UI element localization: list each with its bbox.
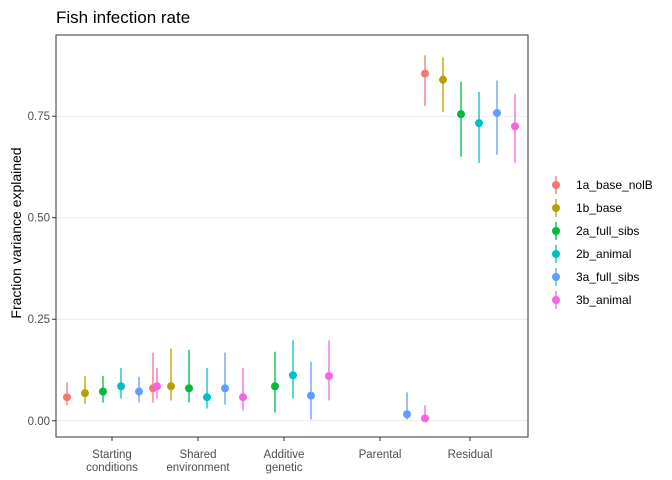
series-layer [63,55,519,423]
x-tick-label-line: conditions [86,462,138,474]
x-tick-label: Starting conditions [86,449,138,474]
data-point [135,387,143,396]
legend-label: 3b_animal [576,293,631,307]
x-tick-label: Additive genetic [264,449,305,474]
y-axis-title: Fraction variance explained [8,147,24,318]
y-tick-label: 0.50 [28,213,50,225]
x-tick-label-line: Additive [264,449,305,461]
data-point [421,69,429,78]
legend-label: 3a_full_sibs [576,270,639,284]
legend-item: 3a_full_sibs [552,268,639,286]
legend-item: 3b_animal [552,291,631,309]
y-axis: 0.00 0.25 0.50 0.75 [28,111,56,428]
legend-item: 2a_full_sibs [552,222,639,240]
panel-border [55,34,529,438]
legend-label: 1b_base [576,201,622,215]
x-tick-label: Shared environment [166,449,230,474]
data-point [493,108,501,117]
legend-item: 1b_base [552,199,622,217]
data-point [439,75,447,84]
series-2b_animal [117,91,483,409]
data-point [153,382,161,391]
data-point [421,414,429,423]
legend-key-point [552,296,560,304]
legend-label: 2b_animal [576,247,631,261]
y-tick-label: 0.25 [28,314,50,326]
x-tick-label-line: Starting [92,449,132,461]
data-point [99,387,107,396]
data-point [203,393,211,402]
x-tick-label: Residual [448,449,493,461]
gridlines [56,115,528,422]
y-tick-label: 0.00 [28,416,50,428]
x-axis: Starting conditions Shared environment Addit… [86,437,492,474]
x-tick-label-line: environment [166,462,230,474]
data-point [457,110,465,119]
chart-title: Fish infection rate [56,8,190,27]
x-tick-label: Parental [359,449,402,461]
x-tick-label-line: Shared [179,449,216,461]
data-point [185,384,193,393]
series-1b_base [81,57,447,404]
legend-label: 2a_full_sibs [576,224,639,238]
legend: 1a_base_nolB 1b_base 2a_full_sibs 2b_animal… [552,176,653,309]
legend-key-point [552,273,560,281]
series-1a_base_nolB [63,55,429,406]
data-point [117,382,125,391]
legend-item: 1a_base_nolB [552,176,653,194]
data-point [511,122,519,131]
data-point [307,391,315,400]
data-point [271,382,279,391]
legend-item: 2b_animal [552,245,631,263]
series-3a_full_sibs [135,80,501,420]
legend-key-point [552,250,560,258]
data-point [167,382,175,391]
data-point [63,393,71,402]
data-point [81,389,89,398]
legend-key-point [552,204,560,212]
series-2a_full_sibs [99,81,465,413]
data-point [289,371,297,380]
x-tick-label-line: Residual [448,449,493,461]
series-3b_animal [153,93,519,423]
data-point [403,410,411,419]
legend-key-point [552,227,560,235]
data-point [325,372,333,381]
legend-key-point [552,181,560,189]
y-tick-label: 0.75 [28,111,50,123]
legend-label: 1a_base_nolB [576,178,653,192]
data-point [221,384,229,393]
x-tick-label-line: genetic [265,462,302,474]
x-tick-label-line: Parental [359,449,402,461]
data-point [239,393,247,402]
data-point [475,119,483,128]
